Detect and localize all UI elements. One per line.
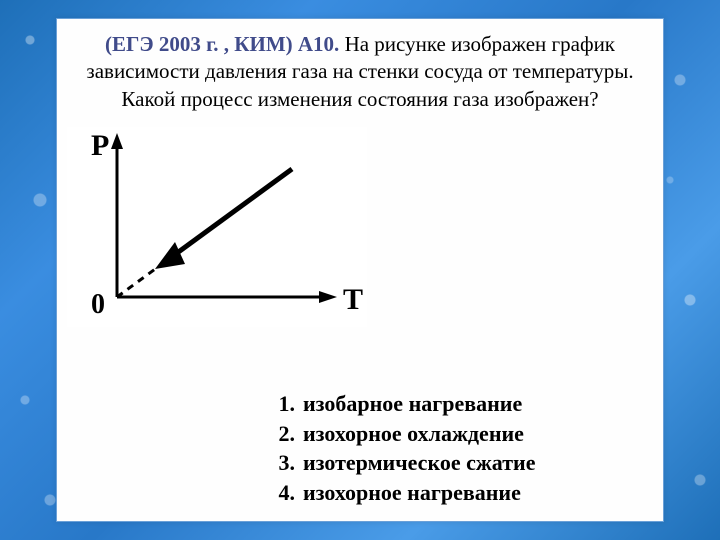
answer-number: 4. [267,478,295,508]
graph-container: P T 0 [67,127,367,327]
answer-item: 2. изохорное охлаждение [267,419,535,449]
answer-text: изохорное нагревание [303,478,521,508]
process-arrowhead-icon [155,242,185,269]
answer-number: 3. [267,448,295,478]
pt-graph: P T 0 [67,127,367,327]
question-block: (ЕГЭ 2003 г. , КИМ) А10. На рисунке изоб… [57,19,663,119]
y-axis-arrowhead-icon [111,133,123,149]
graph-process-line [162,169,292,264]
answer-item: 1. изобарное нагревание [267,389,535,419]
answer-number: 1. [267,389,295,419]
answer-number: 2. [267,419,295,449]
x-axis-arrowhead-icon [319,291,337,303]
answers-list: 1. изобарное нагревание 2. изохорное охл… [267,389,535,508]
answer-text: изотермическое сжатие [303,448,535,478]
x-axis-label: T [343,283,363,316]
question-source: (ЕГЭ 2003 г. , КИМ) [105,32,298,56]
y-axis-label: P [91,129,109,162]
origin-label: 0 [91,289,105,320]
answer-item: 4. изохорное нагревание [267,478,535,508]
answer-item: 3. изотермическое сжатие [267,448,535,478]
answer-text: изохорное охлаждение [303,419,524,449]
slide-card: (ЕГЭ 2003 г. , КИМ) А10. На рисунке изоб… [56,18,664,522]
answer-text: изобарное нагревание [303,389,522,419]
question-number: А10. [298,32,339,56]
